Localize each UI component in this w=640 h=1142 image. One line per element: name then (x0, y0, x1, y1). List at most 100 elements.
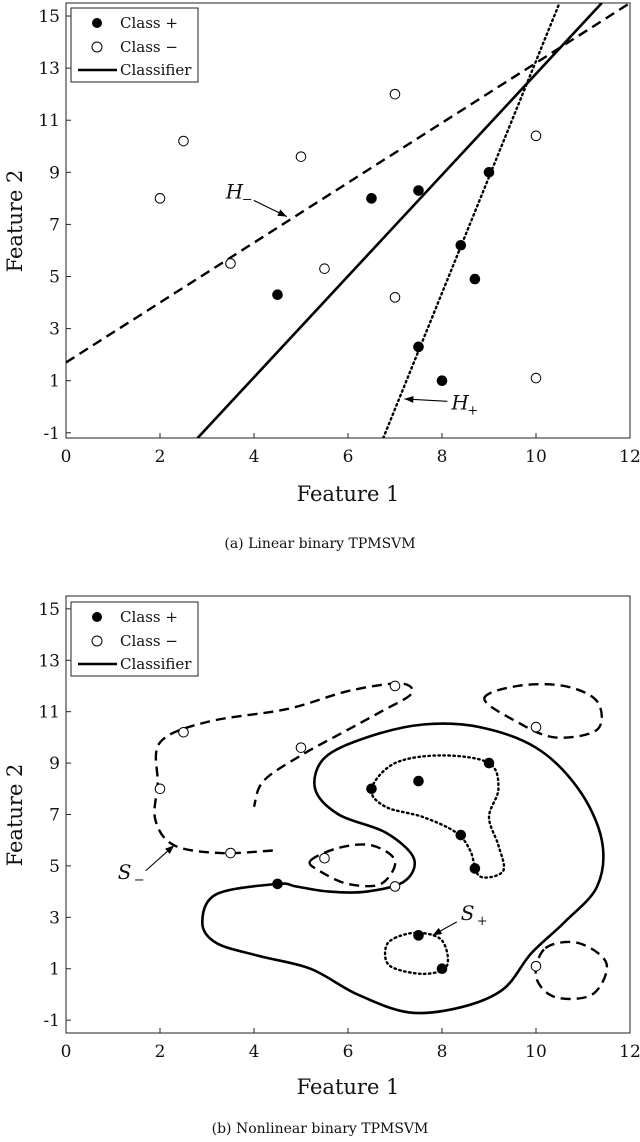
x-tick-label: 0 (61, 1042, 72, 1062)
y-tick-label: 1 (49, 960, 60, 980)
x-tick-label: 6 (343, 447, 354, 467)
curve-classifier (200, 722, 605, 1015)
legend-label-classifier: Classifier (120, 655, 192, 673)
point-class-plus (272, 878, 283, 890)
legend-marker-class-plus (92, 18, 102, 28)
point-class-plus (436, 963, 448, 975)
annotation-subscript: + (467, 403, 478, 418)
curve-s-small- (308, 843, 397, 888)
x-tick-label: 12 (619, 447, 640, 467)
legend-marker-class-plus (92, 612, 102, 622)
legend-label-class-minus: Class − (120, 38, 178, 56)
curve-s-top-right- (483, 683, 604, 739)
annotation-label: S (461, 901, 475, 925)
y-tick-label: 11 (38, 703, 60, 723)
y-tick-label: 3 (49, 320, 60, 340)
annotation-s-plus: S + (432, 901, 488, 936)
point-class-plus (413, 775, 424, 787)
y-tick-label: 13 (38, 651, 60, 671)
y-axis-label: Feature 2 (3, 764, 27, 867)
point-class-minus (530, 721, 542, 733)
point-class-plus (366, 783, 377, 795)
point-class-plus (413, 930, 424, 941)
point-class-minus (530, 130, 542, 142)
x-tick-label: 10 (525, 447, 547, 467)
annotation-subscript: − (242, 192, 253, 207)
annotation-arrowhead (404, 395, 414, 403)
curve-s-large- (370, 754, 506, 879)
legend: Class + Class − Classifier (70, 7, 199, 83)
annotation-h-minus: H− (225, 179, 288, 218)
y-tick-label: 3 (49, 908, 60, 928)
y-tick-label: -1 (43, 1011, 60, 1031)
y-tick-label: 5 (49, 857, 60, 877)
legend-label-class-plus: Class + (120, 14, 178, 32)
point-class-minus (225, 847, 236, 859)
legend-label-class-minus: Class − (120, 632, 178, 650)
annotation-label: H (225, 179, 244, 203)
point-class-minus (389, 881, 401, 892)
y-tick-label: 9 (49, 754, 60, 774)
plot-area (66, 3, 630, 438)
x-tick-label: 6 (343, 1042, 354, 1062)
y-tick-label: -1 (43, 424, 60, 444)
point-class-plus (413, 185, 424, 196)
y-tick-label: 9 (49, 163, 60, 183)
point-class-plus (366, 193, 377, 204)
line-h- (382, 3, 561, 438)
point-class-minus (530, 960, 542, 972)
x-axis-label: Feature 1 (297, 1075, 400, 1099)
point-class-plus (469, 863, 481, 874)
point-class-minus (389, 680, 401, 692)
point-class-plus (413, 341, 424, 353)
legend-marker-class-minus (91, 41, 103, 53)
point-class-minus (389, 88, 401, 100)
point-class-minus (319, 263, 330, 274)
point-class-plus (483, 757, 495, 769)
point-class-plus (272, 289, 283, 301)
x-tick-label: 2 (155, 447, 166, 467)
x-axis-label: Feature 1 (297, 482, 400, 506)
x-tick-label: 8 (437, 447, 448, 467)
point-class-plus (455, 829, 467, 841)
point-class-plus (483, 167, 495, 178)
annotation-label: H (450, 390, 469, 414)
caption: (a) Linear binary TPMSVM (224, 536, 415, 552)
x-tick-label: 12 (619, 1042, 640, 1062)
legend-label-classifier: Classifier (120, 61, 192, 79)
y-tick-label: 5 (49, 268, 60, 288)
annotation-arrowhead (277, 209, 287, 217)
point-class-minus (225, 258, 236, 269)
point-class-minus (319, 852, 330, 864)
point-class-minus (154, 193, 166, 204)
point-class-plus (455, 239, 467, 251)
line-classifier (196, 3, 603, 438)
curve-s-bottom-right- (534, 940, 609, 1001)
y-tick-label: 1 (49, 372, 60, 392)
annotation-arrowhead (165, 845, 175, 854)
x-tick-label: 10 (525, 1042, 547, 1062)
legend-label-class-plus: Class + (120, 608, 178, 626)
point-class-minus (178, 135, 189, 147)
y-tick-label: 15 (38, 7, 60, 27)
point-class-plus (436, 375, 448, 386)
annotation-s-minus: S − (118, 844, 175, 888)
annotation-subscript: − (134, 873, 145, 888)
legend-marker-class-minus (91, 635, 103, 647)
caption: (b) Nonlinear binary TPMSVM (212, 1121, 429, 1137)
curve-s-outer- (153, 682, 414, 855)
point-class-minus (295, 742, 307, 753)
y-tick-label: 15 (38, 600, 60, 620)
point-class-minus (530, 372, 542, 384)
y-tick-label: 7 (49, 215, 60, 235)
y-tick-label: 13 (38, 59, 60, 79)
x-tick-label: 4 (249, 447, 260, 467)
point-class-minus (178, 726, 189, 738)
x-tick-label: 4 (249, 1042, 260, 1062)
x-tick-label: 0 (61, 447, 72, 467)
y-tick-label: 11 (38, 111, 60, 131)
annotation-label: S (118, 860, 132, 884)
